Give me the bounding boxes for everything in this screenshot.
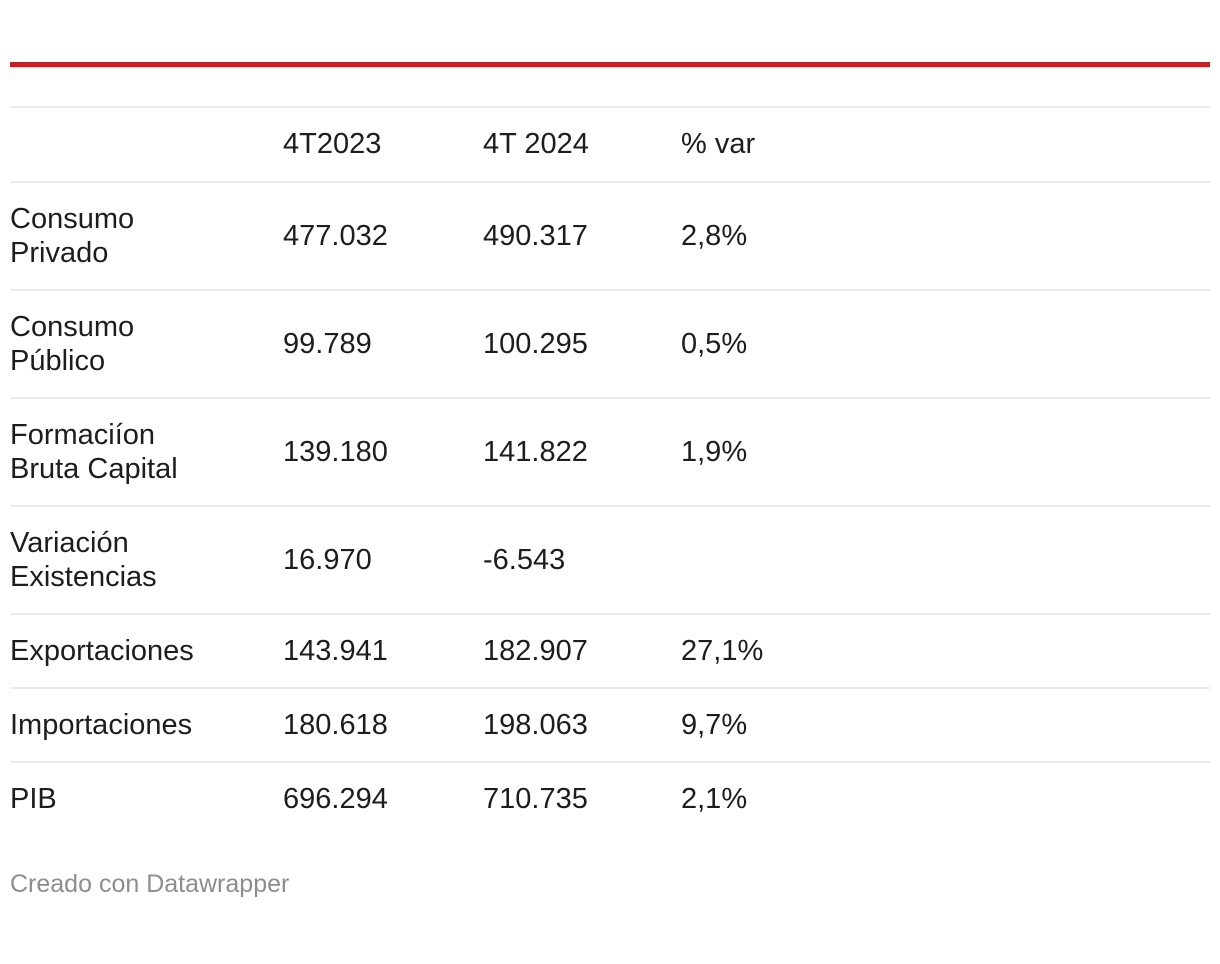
- value-pct-var: 0,5%: [681, 328, 748, 360]
- value-4t2024: 141.822: [483, 436, 588, 468]
- table-row-consumo-publico: Consumo Público 99.789 100.295 0,5%: [10, 290, 1210, 398]
- value-4t2024: 198.063: [483, 709, 588, 741]
- table-row-importaciones: Importaciones 180.618 198.063 9,7%: [10, 688, 1210, 762]
- value-4t2024: 100.295: [483, 328, 588, 360]
- row-label: Variación Existencias: [10, 527, 157, 593]
- value-pct-var: 2,8%: [681, 220, 748, 252]
- value-4t2023: 16.970: [283, 544, 372, 576]
- value-4t2024: 182.907: [483, 635, 588, 667]
- value-4t2024: -6.543: [483, 544, 566, 576]
- attribution: Creado con Datawrapper: [10, 869, 1210, 899]
- column-header-empty: [10, 107, 283, 182]
- column-header-4t2023: 4T2023: [283, 128, 382, 160]
- value-pct-var: 27,1%: [681, 635, 764, 667]
- table-row-pib: PIB 696.294 710.735 2,1%: [10, 762, 1210, 835]
- datawrapper-table-chart: 4T2023 4T 2024 % var Consumo Privado 477…: [0, 62, 1220, 964]
- row-label: Consumo Privado: [10, 203, 135, 269]
- value-pct-var: 1,9%: [681, 436, 748, 468]
- accent-line: [10, 62, 1210, 67]
- table-row-consumo-privado: Consumo Privado 477.032 490.317 2,8%: [10, 182, 1210, 290]
- row-label: Formaciíon Bruta Capital: [10, 419, 178, 485]
- value-4t2023: 99.789: [283, 328, 372, 360]
- value-4t2023: 143.941: [283, 635, 388, 667]
- value-4t2023: 696.294: [283, 783, 388, 815]
- row-label: Exportaciones: [10, 635, 194, 667]
- table-row-formacion-bruta-capital: Formaciíon Bruta Capital 139.180 141.822…: [10, 398, 1210, 506]
- header-row: 4T2023 4T 2024 % var: [10, 107, 1210, 182]
- datawrapper-attribution-link[interactable]: Creado con Datawrapper: [10, 870, 290, 898]
- value-pct-var: [681, 506, 1210, 614]
- value-4t2023: 180.618: [283, 709, 388, 741]
- data-table: 4T2023 4T 2024 % var Consumo Privado 477…: [10, 106, 1210, 835]
- column-header-pct-var: % var: [681, 128, 756, 160]
- value-4t2023: 477.032: [283, 220, 388, 252]
- row-label: PIB: [10, 783, 57, 815]
- value-pct-var: 2,1%: [681, 783, 748, 815]
- table-row-variacion-existencias: Variación Existencias 16.970 -6.543: [10, 506, 1210, 614]
- row-label: Importaciones: [10, 709, 193, 741]
- value-pct-var: 9,7%: [681, 709, 748, 741]
- value-4t2024: 490.317: [483, 220, 588, 252]
- table-row-exportaciones: Exportaciones 143.941 182.907 27,1%: [10, 614, 1210, 688]
- row-label: Consumo Público: [10, 311, 135, 377]
- value-4t2024: 710.735: [483, 783, 588, 815]
- column-header-4t2024: 4T 2024: [483, 128, 589, 160]
- value-4t2023: 139.180: [283, 436, 388, 468]
